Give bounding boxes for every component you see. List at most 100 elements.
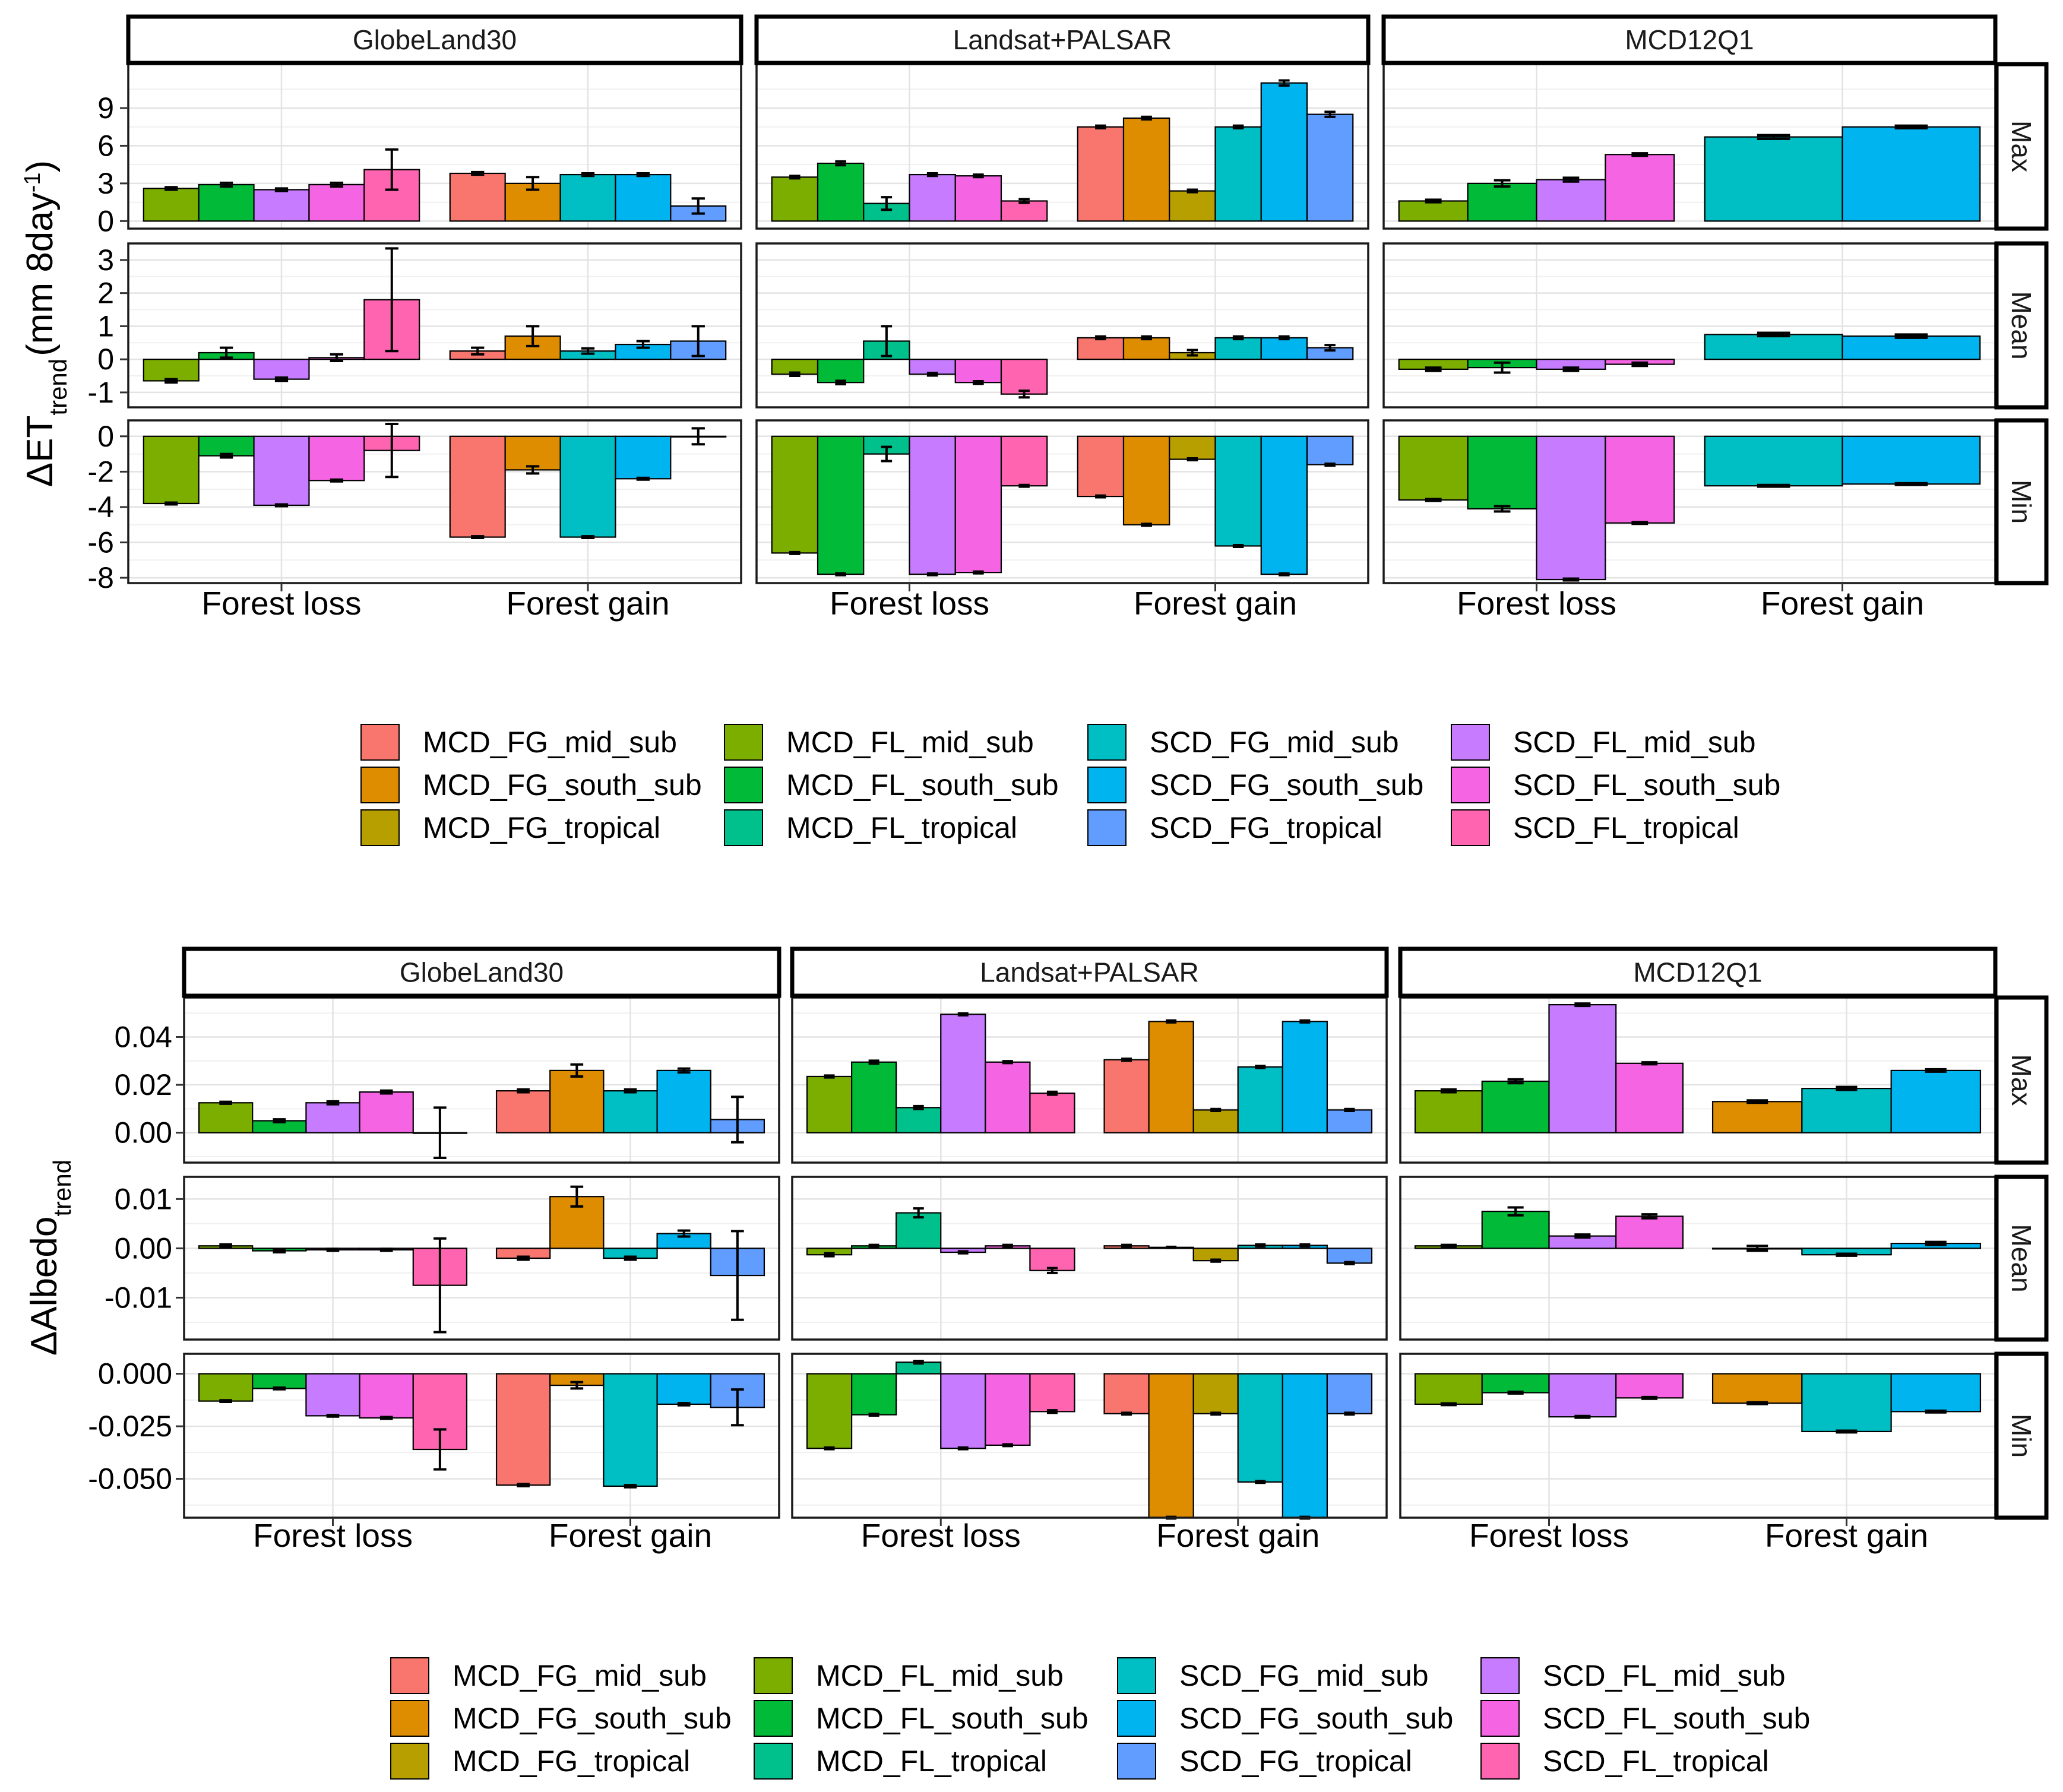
bar-SCD_FL_mid_sub xyxy=(1536,179,1606,222)
bar-MCD_FL_mid_sub xyxy=(806,1075,853,1134)
y-axis-title: ΔAlbedotrend xyxy=(24,1160,76,1356)
legend-key-MCD_FG_south_sub xyxy=(390,1700,429,1737)
row-strip-label: Mean xyxy=(2006,291,2037,359)
x-category-label: Forest loss xyxy=(1457,585,1616,622)
legend-label: MCD_FG_mid_sub xyxy=(453,1659,707,1692)
bar-SCD_FL_mid_sub xyxy=(909,173,956,222)
legend-label: MCD_FG_tropical xyxy=(423,811,660,844)
y-tick-label: 0.02 xyxy=(115,1068,172,1101)
legend-label: SCD_FL_south_sub xyxy=(1513,768,1780,802)
bar-SCD_FL_mid_sub xyxy=(1536,435,1606,581)
bar-SCD_FG_mid_sub xyxy=(1704,334,1843,360)
bar-MCD_FG_mid_sub xyxy=(1077,126,1125,222)
x-category-label: Forest loss xyxy=(830,585,989,622)
legend-label: MCD_FG_mid_sub xyxy=(423,726,677,759)
y-tick-label: 3 xyxy=(97,167,114,200)
legend-key-SCD_FL_tropical xyxy=(1451,809,1490,846)
bar-SCD_FG_tropical xyxy=(1306,113,1354,222)
y-axis-title-unit: (mm 8day xyxy=(20,192,61,356)
bar-SCD_FG_mid_sub xyxy=(1704,435,1843,487)
legend-key-SCD_FL_south_sub xyxy=(1480,1700,1520,1737)
column-strip xyxy=(1398,946,1998,998)
row-strip-label: Min xyxy=(2006,1414,2037,1458)
legend-label: MCD_FG_south_sub xyxy=(453,1702,732,1735)
x-category-label: Forest loss xyxy=(861,1517,1021,1554)
bar-SCD_FL_tropical xyxy=(1029,1093,1075,1134)
chart-1: 0.00 0.02 0.04 Max -0.01 0.00 0.01 Mean -0.050 -0… xyxy=(24,946,2049,1780)
bar-SCD_FG_south_sub xyxy=(656,1373,711,1405)
legend-label: MCD_FL_south_sub xyxy=(786,768,1059,802)
panel-border xyxy=(755,419,1369,584)
legend-label: MCD_FG_tropical xyxy=(453,1744,690,1778)
legend-key-MCD_FG_tropical xyxy=(390,1743,429,1780)
y-axis-title: ΔETtrend (mm 8day-1) xyxy=(20,160,72,487)
bar-MCD_FL_mid_sub xyxy=(1398,435,1469,501)
x-category-label: Forest gain xyxy=(506,585,669,622)
y-tick-label: -2 xyxy=(88,455,114,488)
legend-label: SCD_FG_mid_sub xyxy=(1150,726,1399,759)
bar-SCD_FL_mid_sub xyxy=(253,189,310,222)
bar-SCD_FG_tropical xyxy=(1326,1248,1373,1264)
x-category-label: Forest gain xyxy=(549,1517,712,1554)
bar-MCD_FG_mid_sub xyxy=(449,172,506,222)
y-tick-label: -8 xyxy=(88,561,114,594)
x-category-label: Forest gain xyxy=(1156,1517,1320,1554)
panel-MCD12Q1-Min xyxy=(1382,419,1996,584)
bar-SCD_FG_mid_sub xyxy=(1237,1373,1283,1483)
panel-GlobeLand30-Min xyxy=(183,1353,780,1519)
y-tick-label: 2 xyxy=(97,277,114,310)
y-tick-label: -1 xyxy=(88,376,114,409)
bar-MCD_FL_mid_sub xyxy=(198,1373,254,1402)
bar-SCD_FL_south_sub xyxy=(1615,1373,1684,1399)
row-strip xyxy=(1994,241,2049,410)
panel-GlobeLand30-Mean xyxy=(127,242,742,409)
panel-GlobeLand30-Min xyxy=(127,419,742,584)
row-strip-label: Max xyxy=(2006,1055,2037,1106)
panel-background xyxy=(184,1177,779,1340)
bar-SCD_FG_mid_sub xyxy=(603,1090,658,1134)
legend-label: SCD_FL_mid_sub xyxy=(1543,1659,1786,1692)
panel-border xyxy=(755,242,1369,409)
bar-SCD_FG_south_sub xyxy=(1260,435,1308,575)
bar-SCD_FG_south_sub xyxy=(1890,1069,1982,1134)
bar-MCD_FG_south_sub xyxy=(1148,1373,1194,1519)
bar-MCD_FG_south_sub xyxy=(1122,117,1170,222)
bar-MCD_FL_mid_sub xyxy=(1414,1373,1483,1405)
legend-key-SCD_FL_mid_sub xyxy=(1480,1657,1520,1694)
y-axis-title-sub: trend xyxy=(48,1160,76,1217)
bar-SCD_FL_mid_sub xyxy=(305,1373,360,1417)
panel-GlobeLand30-Max xyxy=(183,996,780,1164)
y-axis-title-sup: -1 xyxy=(20,172,45,192)
bar-SCD_FL_mid_sub xyxy=(940,1373,986,1449)
bar-MCD_FL_south_sub xyxy=(198,183,255,222)
bar-SCD_FG_tropical xyxy=(1306,435,1354,466)
legend-label: MCD_FL_mid_sub xyxy=(786,726,1034,759)
column-strip-label: Landsat+PALSAR xyxy=(980,957,1199,988)
column-strip xyxy=(126,14,743,65)
column-strip-label: MCD12Q1 xyxy=(1625,24,1754,55)
bar-SCD_FL_south_sub xyxy=(954,359,1002,384)
bar-SCD_FG_mid_sub xyxy=(1237,1066,1283,1134)
bar-SCD_FL_mid_sub xyxy=(253,359,310,380)
bar-MCD_FL_south_sub xyxy=(817,162,865,222)
row-strip-label: Max xyxy=(2006,121,2037,172)
bar-MCD_FL_tropical xyxy=(896,1107,942,1134)
bar-SCD_FL_south_sub xyxy=(954,435,1002,574)
x-category-label: Forest gain xyxy=(1761,585,1924,622)
bar-SCD_FG_mid_sub xyxy=(1704,136,1843,222)
legend-label: SCD_FL_tropical xyxy=(1543,1744,1769,1778)
y-tick-label: -4 xyxy=(88,490,114,524)
bar-SCD_FG_tropical xyxy=(1326,1109,1373,1134)
y-tick-label: 9 xyxy=(97,91,114,125)
bar-SCD_FL_south_sub xyxy=(985,1061,1031,1134)
column-strip xyxy=(182,946,781,998)
row-strip xyxy=(1994,1174,2049,1342)
panel-border xyxy=(183,1176,780,1341)
bar-MCD_FL_south_sub xyxy=(850,1061,897,1134)
y-axis-title-sub: trend xyxy=(44,359,72,416)
bar-MCD_FL_mid_sub xyxy=(806,1373,853,1449)
panel-background xyxy=(1400,1177,1995,1340)
y-tick-label: 0.00 xyxy=(115,1116,172,1150)
bar-SCD_FG_south_sub xyxy=(1841,335,1981,360)
bar-SCD_FG_mid_sub xyxy=(603,1373,658,1487)
